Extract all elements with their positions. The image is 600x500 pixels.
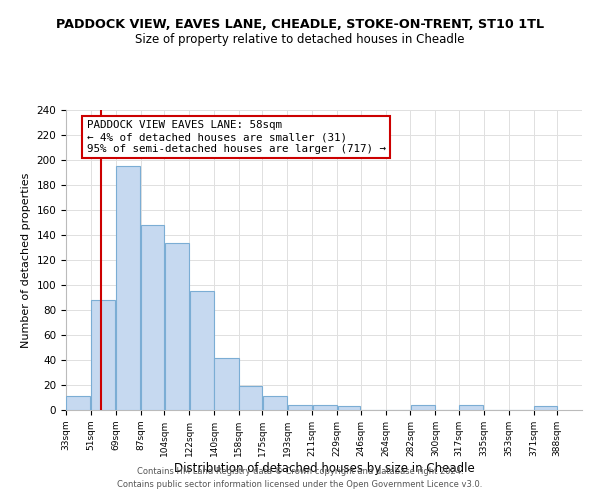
Text: Size of property relative to detached houses in Cheadle: Size of property relative to detached ho… [135, 32, 465, 46]
Text: PADDOCK VIEW, EAVES LANE, CHEADLE, STOKE-ON-TRENT, ST10 1TL: PADDOCK VIEW, EAVES LANE, CHEADLE, STOKE… [56, 18, 544, 30]
Bar [288, 405, 312, 410]
Bar [190, 291, 214, 410]
Bar [91, 300, 115, 410]
Bar [459, 405, 484, 410]
Bar [411, 405, 435, 410]
Bar [338, 406, 360, 410]
Text: Contains public sector information licensed under the Open Government Licence v3: Contains public sector information licen… [118, 480, 482, 489]
Bar [141, 225, 164, 410]
Bar [239, 386, 262, 410]
Text: PADDOCK VIEW EAVES LANE: 58sqm
← 4% of detached houses are smaller (31)
95% of s: PADDOCK VIEW EAVES LANE: 58sqm ← 4% of d… [86, 120, 386, 154]
Y-axis label: Number of detached properties: Number of detached properties [21, 172, 31, 348]
Bar [214, 358, 239, 410]
Bar [534, 406, 557, 410]
X-axis label: Distribution of detached houses by size in Cheadle: Distribution of detached houses by size … [173, 462, 475, 474]
Text: Contains HM Land Registry data © Crown copyright and database right 2024.: Contains HM Land Registry data © Crown c… [137, 467, 463, 476]
Bar [313, 405, 337, 410]
Bar [263, 396, 287, 410]
Bar [164, 242, 189, 410]
Bar [116, 166, 140, 410]
Bar [67, 396, 91, 410]
